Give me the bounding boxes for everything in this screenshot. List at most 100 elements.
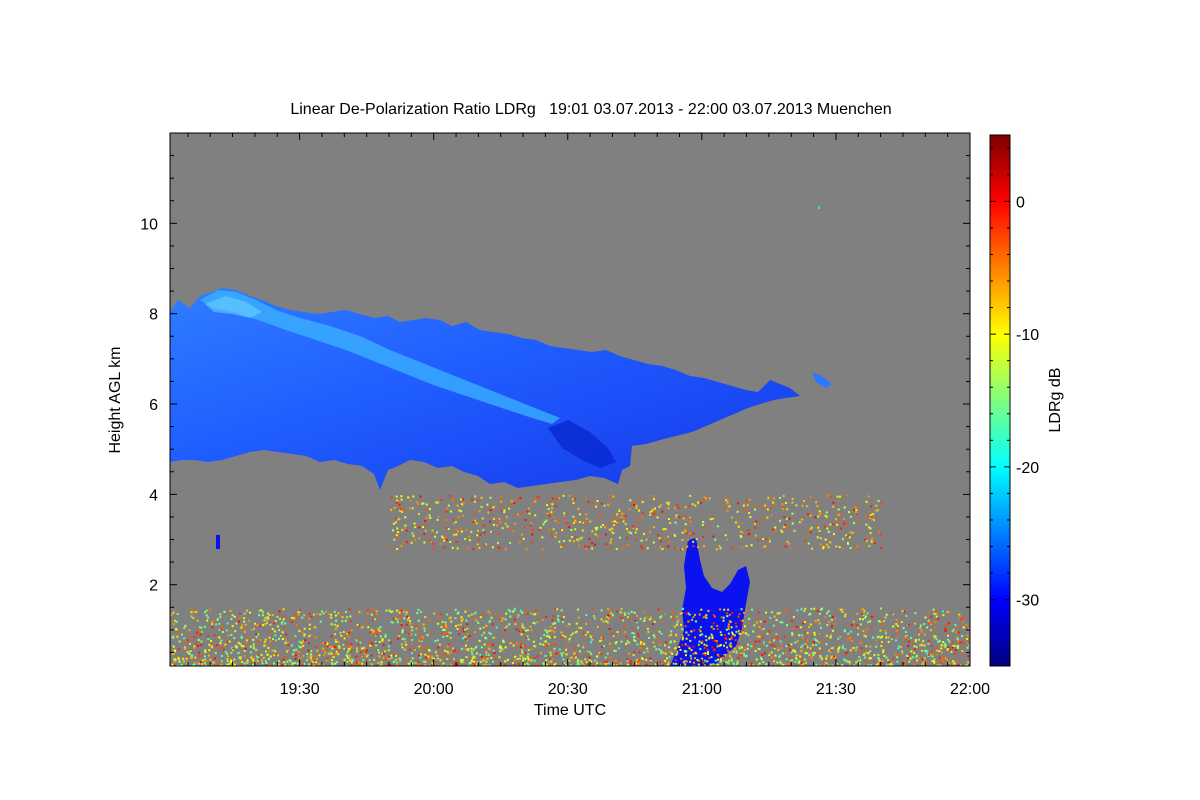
ldr-pixel xyxy=(843,506,846,509)
ldr-pixel xyxy=(204,664,207,666)
ldr-pixel xyxy=(676,652,679,655)
ldr-pixel xyxy=(737,629,740,632)
ldr-pixel xyxy=(546,663,549,666)
ldr-pixel xyxy=(914,659,917,662)
ldr-pixel xyxy=(407,496,410,499)
ldr-pixel xyxy=(366,608,369,611)
ldr-pixel xyxy=(482,524,485,527)
ldr-pixel xyxy=(224,650,227,653)
ldr-pixel xyxy=(316,658,319,660)
ldr-pixel xyxy=(641,657,644,660)
ldr-pixel xyxy=(570,634,573,637)
ldr-pixel xyxy=(192,664,195,666)
ldr-pixel xyxy=(803,500,805,502)
ldr-pixel xyxy=(340,634,343,637)
ldr-pixel xyxy=(611,520,614,523)
ldr-pixel xyxy=(712,628,715,630)
ldr-pixel xyxy=(258,614,261,617)
ldr-pixel xyxy=(487,653,490,656)
ldr-pixel xyxy=(170,613,173,616)
ldr-pixel xyxy=(464,610,467,613)
ldr-pixel xyxy=(492,660,494,663)
ldr-pixel xyxy=(629,660,632,662)
ldr-pixel xyxy=(751,663,754,666)
ldr-pixel xyxy=(606,616,608,619)
ldr-pixel xyxy=(637,635,640,638)
ldr-pixel xyxy=(310,615,313,618)
ldr-pixel xyxy=(657,534,660,537)
ldr-pixel xyxy=(684,523,687,526)
ldr-pixel xyxy=(851,623,853,626)
ldr-pixel xyxy=(577,507,580,510)
ldr-pixel xyxy=(517,513,520,516)
ldr-pixel xyxy=(214,652,217,654)
ldr-pixel xyxy=(298,629,301,632)
ldr-pixel xyxy=(653,645,656,648)
ldr-pixel xyxy=(414,538,417,541)
ldr-pixel xyxy=(729,642,732,645)
ldr-pixel xyxy=(482,626,485,629)
ldr-pixel xyxy=(409,620,412,623)
ldr-pixel xyxy=(186,639,189,642)
ldr-pixel xyxy=(502,649,505,652)
ldr-pixel xyxy=(755,621,758,624)
ldr-pixel xyxy=(551,503,554,506)
ldr-pixel xyxy=(716,642,719,645)
ldr-pixel xyxy=(909,637,912,639)
ldr-pixel xyxy=(461,503,464,506)
ldr-pixel xyxy=(869,650,872,653)
ldr-pixel xyxy=(900,621,903,624)
ldr-pixel xyxy=(960,617,963,620)
ldr-pixel xyxy=(913,645,916,648)
ldr-pixel xyxy=(255,655,258,658)
ldr-pixel xyxy=(351,659,354,661)
ldr-pixel xyxy=(743,649,746,652)
ldr-pixel xyxy=(803,610,806,613)
ldr-pixel xyxy=(652,623,654,625)
ldr-pixel xyxy=(633,651,636,654)
x-axis-label: Time UTC xyxy=(534,702,606,719)
ldr-pixel xyxy=(438,658,441,661)
ldr-pixel xyxy=(766,508,769,511)
ldr-pixel xyxy=(734,639,737,642)
ldr-pixel xyxy=(249,645,252,648)
ldr-pixel xyxy=(906,655,909,657)
ldr-pixel xyxy=(609,495,612,498)
ldr-pixel xyxy=(834,617,837,620)
ldr-pixel xyxy=(473,655,476,658)
ldr-pixel xyxy=(348,608,351,611)
ldr-pixel xyxy=(308,623,311,626)
ldr-pixel xyxy=(407,662,410,665)
ldr-pixel xyxy=(964,664,967,666)
ldr-pixel xyxy=(819,664,822,666)
ldr-pixel xyxy=(849,649,852,652)
ldr-pixel xyxy=(914,639,917,641)
ldr-pixel xyxy=(683,664,686,666)
ldr-pixel xyxy=(591,638,594,641)
ldr-pixel xyxy=(943,642,946,645)
ldr-pixel xyxy=(521,625,524,628)
ldr-pixel xyxy=(635,662,637,665)
ldr-pixel xyxy=(888,663,891,666)
ldr-pixel xyxy=(816,505,819,507)
ldr-pixel xyxy=(369,631,371,634)
ldr-pixel xyxy=(966,646,969,649)
ldr-pixel xyxy=(291,662,294,665)
ldr-pixel xyxy=(879,636,882,639)
ldr-pixel xyxy=(779,519,781,522)
ldr-pixel xyxy=(686,611,689,614)
ldr-pixel xyxy=(818,641,821,644)
ldr-pixel xyxy=(799,546,801,549)
ldr-pixel xyxy=(541,536,544,539)
ldr-pixel xyxy=(579,537,582,540)
ldr-pixel xyxy=(257,640,260,642)
ldr-pixel xyxy=(685,660,687,662)
ldr-pixel xyxy=(864,652,867,655)
ldr-pixel xyxy=(688,647,691,650)
ldr-pixel xyxy=(392,661,395,664)
ldr-pixel xyxy=(610,661,613,664)
ldr-pixel xyxy=(855,511,858,514)
ldr-pixel xyxy=(795,625,798,628)
ldr-pixel xyxy=(496,524,498,527)
ldr-pixel xyxy=(465,528,468,531)
